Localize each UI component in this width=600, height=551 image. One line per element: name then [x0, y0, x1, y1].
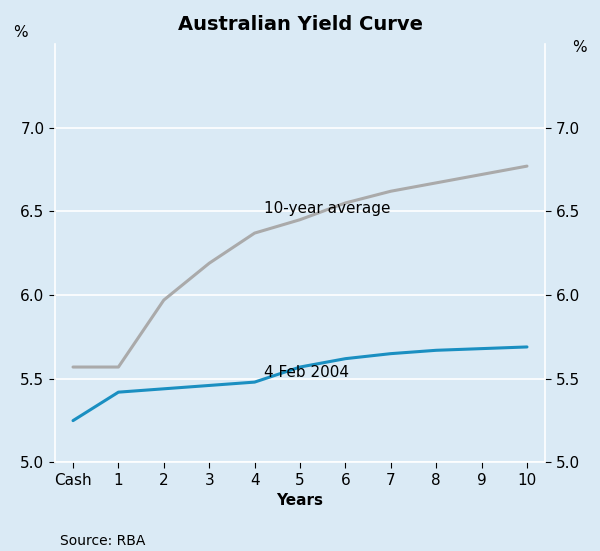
Y-axis label: %: % — [13, 25, 28, 40]
X-axis label: Years: Years — [277, 494, 323, 509]
Text: 10-year average: 10-year average — [263, 201, 390, 216]
Title: Australian Yield Curve: Australian Yield Curve — [178, 15, 422, 34]
Text: Source: RBA: Source: RBA — [60, 534, 145, 548]
Text: 4 Feb 2004: 4 Feb 2004 — [263, 365, 349, 380]
Y-axis label: %: % — [572, 40, 587, 55]
